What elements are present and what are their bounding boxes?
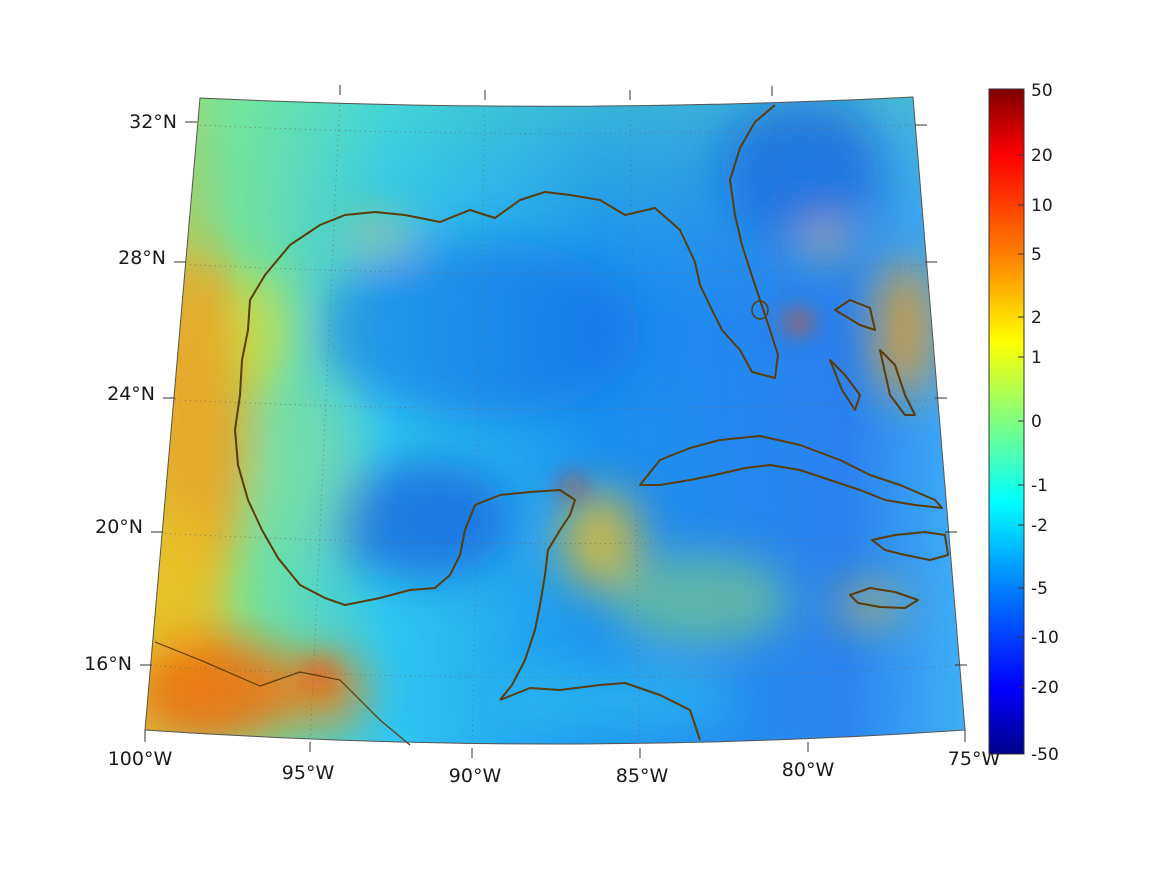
colorbar-label-1: 1 bbox=[1031, 348, 1042, 368]
map-frame bbox=[144, 96, 966, 745]
lat-label-28n: 28°N bbox=[118, 247, 166, 269]
lon-label-80w: 80°W bbox=[782, 759, 835, 781]
lon-label-100w: 100°W bbox=[108, 748, 173, 770]
latitude-labels: 16°N 20°N 24°N 28°N 32°N bbox=[84, 111, 177, 675]
graticule bbox=[145, 97, 965, 744]
lon-label-90w: 90°W bbox=[449, 765, 502, 787]
colorbar-label-neg5: -5 bbox=[1031, 579, 1048, 599]
colorbar-ticks bbox=[1018, 154, 1024, 688]
lon-label-85w: 85°W bbox=[616, 765, 669, 787]
lon-label-95w: 95°W bbox=[282, 762, 335, 784]
lat-label-32n: 32°N bbox=[129, 111, 177, 133]
lat-label-24n: 24°N bbox=[107, 383, 155, 405]
colorbar-label-2: 2 bbox=[1031, 308, 1042, 328]
lat-label-20n: 20°N bbox=[95, 516, 143, 538]
longitude-labels: 100°W 95°W 90°W 85°W 80°W 75°W bbox=[108, 748, 1001, 787]
lat-label-16n: 16°N bbox=[84, 653, 132, 675]
colorbar-label-neg50: -50 bbox=[1031, 745, 1059, 765]
colorbar-label-neg10: -10 bbox=[1031, 628, 1059, 648]
colorbar-label-10: 10 bbox=[1031, 196, 1053, 216]
data-field bbox=[145, 97, 965, 744]
coastlines bbox=[154, 104, 949, 746]
colorbar-label-0: 0 bbox=[1031, 412, 1042, 432]
colorbar-label-20: 20 bbox=[1031, 146, 1053, 166]
lon-label-75w: 75°W bbox=[948, 748, 1001, 770]
colorbar-label-5: 5 bbox=[1031, 245, 1042, 265]
colorbar-label-neg2: -2 bbox=[1031, 516, 1048, 536]
tick-marks bbox=[140, 85, 967, 758]
colorbar: 50 20 10 5 2 1 0 -1 -2 -5 -10 -20 -50 bbox=[988, 81, 1059, 765]
colorbar-label-50: 50 bbox=[1031, 81, 1053, 101]
colorbar-label-neg20: -20 bbox=[1031, 678, 1059, 698]
colorbar-label-neg1: -1 bbox=[1031, 476, 1048, 496]
